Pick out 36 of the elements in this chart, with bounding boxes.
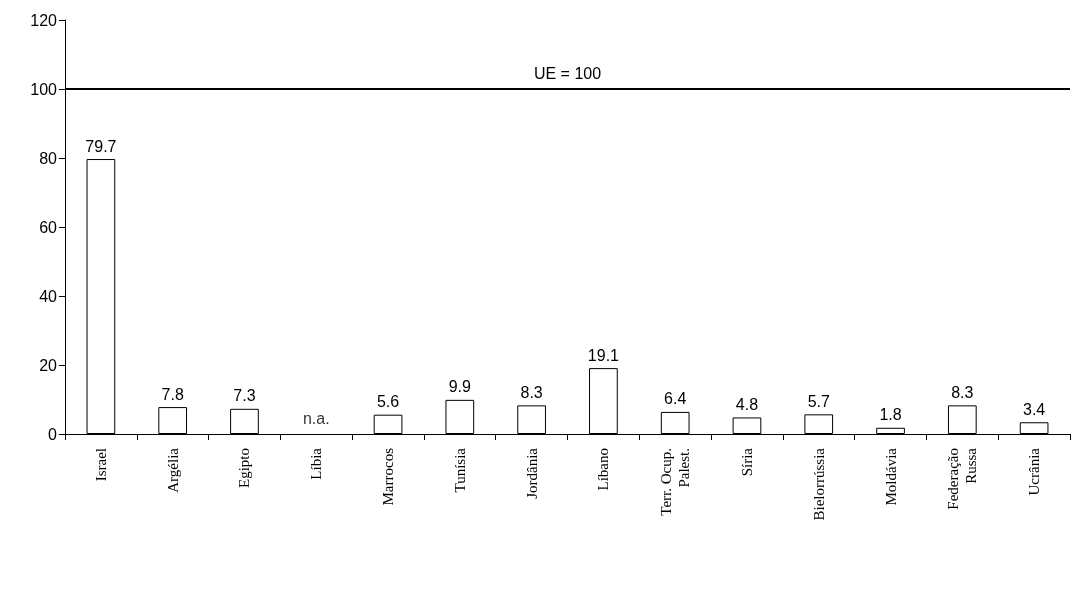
data-label: 7.3 bbox=[233, 387, 256, 405]
y-tick-label: 60 bbox=[39, 218, 58, 236]
data-label: 8.3 bbox=[520, 383, 543, 401]
ref-line-label: UE = 100 bbox=[533, 64, 602, 82]
x-tick-label: Egipto bbox=[236, 448, 253, 488]
x-tick-label: Moldávia bbox=[882, 447, 899, 506]
x-tick-label: Terr. Ocup. Palest. bbox=[658, 448, 693, 516]
data-label: 8.3 bbox=[951, 383, 974, 401]
x-tick-label: Marrocos bbox=[380, 447, 397, 506]
x-tick-label: Israel bbox=[92, 448, 109, 482]
data-label: 9.9 bbox=[448, 378, 472, 396]
x-tick-label: Jordânia bbox=[523, 447, 540, 499]
y-tick-label: 100 bbox=[30, 80, 58, 98]
data-label: 1.8 bbox=[879, 406, 902, 424]
y-tick-label: 120 bbox=[30, 11, 58, 29]
y-tick-label: 0 bbox=[48, 425, 58, 443]
y-tick-label: 80 bbox=[39, 149, 58, 167]
x-tick-label: Bielorrússia bbox=[810, 447, 827, 521]
y-tick-label: 40 bbox=[39, 287, 58, 305]
x-tick-label: Líbia bbox=[308, 447, 325, 480]
data-label: 5.7 bbox=[807, 392, 830, 410]
data-label: 4.8 bbox=[735, 395, 759, 413]
data-label: 6.4 bbox=[664, 390, 687, 408]
data-label: 7.8 bbox=[161, 385, 184, 403]
x-tick-label: Síria bbox=[738, 447, 755, 477]
x-tick-label: Argélia bbox=[164, 447, 181, 493]
text: n.a. bbox=[302, 409, 330, 427]
data-label: 19.1 bbox=[587, 346, 620, 364]
x-tick-label: Ucrânia bbox=[1026, 447, 1043, 496]
data-label: 5.6 bbox=[376, 393, 400, 411]
x-tick-label: Tunísia bbox=[451, 447, 468, 493]
data-label: 79.7 bbox=[85, 137, 117, 155]
x-tick-label: Líbano bbox=[595, 448, 612, 491]
x-tick-label: Federação Russa bbox=[945, 447, 980, 510]
data-label: 3.4 bbox=[1022, 400, 1046, 418]
y-tick-label: 20 bbox=[39, 356, 58, 374]
